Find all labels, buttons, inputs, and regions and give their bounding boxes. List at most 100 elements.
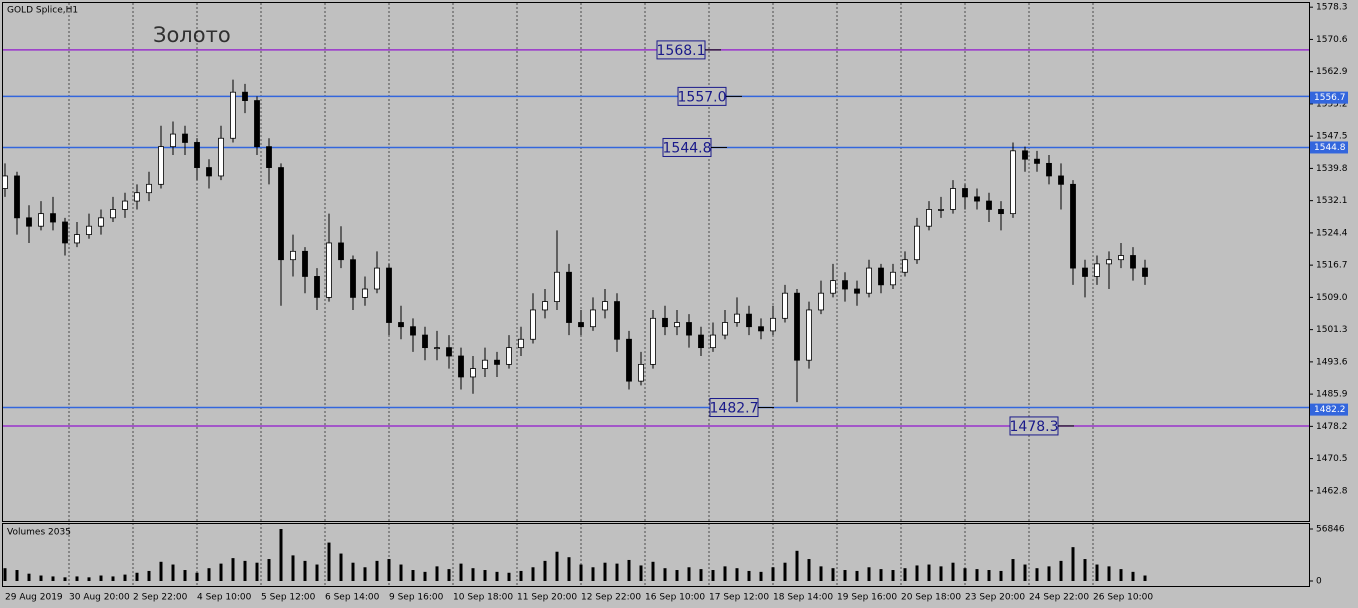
candle-body <box>878 267 884 286</box>
candle-body <box>2 175 8 189</box>
y-tick-label: 1562.9 <box>1316 67 1348 77</box>
x-tick-label: 17 Sep 12:00 <box>709 593 769 603</box>
volume-frame <box>2 523 1310 587</box>
candle-body <box>590 309 596 328</box>
candle-body <box>746 313 752 328</box>
volume-bar <box>411 570 415 581</box>
volume-bar <box>507 572 511 581</box>
candle-body <box>902 259 908 273</box>
x-tick-label: 5 Sep 12:00 <box>261 593 316 603</box>
axis-marker <box>1310 91 1348 104</box>
axis-marker <box>1310 141 1348 154</box>
candle-body <box>206 167 212 177</box>
volume-bar <box>819 566 823 581</box>
volume-bar <box>1023 564 1027 581</box>
volume-bar <box>363 567 367 581</box>
x-tick-label: 10 Sep 18:00 <box>453 593 513 603</box>
volume-bar <box>843 570 847 581</box>
volume-bar <box>447 569 451 581</box>
candle-body <box>38 213 44 227</box>
candle-body <box>866 267 872 294</box>
candle-body <box>986 200 992 210</box>
candle-body <box>374 267 380 290</box>
candle-body <box>86 225 92 235</box>
volume-bar <box>39 575 43 581</box>
candle-body <box>1082 267 1088 277</box>
volume-bar <box>171 564 175 581</box>
axis-marker-label: 1544.8 <box>1314 143 1346 153</box>
volume-bar <box>195 572 199 581</box>
candle-body <box>962 188 968 198</box>
volume-bar <box>939 566 943 581</box>
volume-bar <box>483 570 487 581</box>
candle-body <box>278 167 284 261</box>
volume-bar <box>219 563 223 581</box>
y-tick-label: 1485.9 <box>1316 390 1348 400</box>
x-tick-label: 29 Aug 2019 <box>5 593 63 603</box>
volume-bar <box>327 542 331 581</box>
volume-bar <box>99 575 103 581</box>
volume-bar <box>723 566 727 581</box>
y-tick-label: 1501.3 <box>1316 325 1348 335</box>
volume-bar <box>771 567 775 581</box>
volume-bar <box>651 561 655 581</box>
volume-bar <box>963 568 967 581</box>
x-tick-label: 9 Sep 16:00 <box>389 593 444 603</box>
candle-body <box>314 276 320 298</box>
volume-bar <box>579 564 583 581</box>
candle-body <box>542 301 548 311</box>
volume-bar <box>891 570 895 581</box>
volume-bar <box>135 572 139 581</box>
volume-bar <box>783 562 787 581</box>
volume-bar <box>255 562 259 581</box>
volume-bar <box>735 568 739 581</box>
candle-body <box>530 309 536 340</box>
candle-body <box>506 347 512 365</box>
x-tick-label: 11 Sep 20:00 <box>517 593 577 603</box>
volume-bar <box>975 569 979 581</box>
volume-bar <box>15 570 19 581</box>
y-tick-label: 1509.0 <box>1316 293 1348 303</box>
y-tick-label: 1578.3 <box>1316 3 1348 13</box>
volume-bar <box>915 565 919 581</box>
x-tick-label: 4 Sep 10:00 <box>197 593 252 603</box>
x-tick-label: 26 Sep 10:00 <box>1093 593 1153 603</box>
candle-body <box>722 322 728 336</box>
candle-body <box>1106 259 1112 265</box>
y-tick-label: 1478.2 <box>1316 422 1348 432</box>
volume-bar <box>1011 559 1015 581</box>
volume-bar <box>987 570 991 581</box>
axis-marker-label: 1482.2 <box>1314 405 1346 415</box>
candle-body <box>110 209 116 219</box>
candle-body <box>218 137 224 177</box>
volume-bar <box>243 560 247 581</box>
x-tick-label: 19 Sep 16:00 <box>837 593 897 603</box>
candle-body <box>242 91 248 101</box>
candle-body <box>14 175 20 219</box>
volume-bar <box>183 570 187 581</box>
x-tick-label: 20 Sep 18:00 <box>901 593 961 603</box>
candle-body <box>362 288 368 298</box>
volume-bar <box>111 576 115 581</box>
candle-body <box>326 242 332 298</box>
candle-body <box>494 359 500 365</box>
volume-bar <box>27 573 31 581</box>
volume-bar <box>519 570 523 581</box>
candle-body <box>1022 150 1028 160</box>
volume-bar <box>903 568 907 581</box>
candle-body <box>926 209 932 227</box>
volume-bar <box>699 569 703 581</box>
candle-body <box>1118 255 1124 261</box>
candle-body <box>650 317 656 365</box>
x-tick-label: 23 Sep 20:00 <box>965 593 1025 603</box>
volume-bar <box>879 569 883 581</box>
candle-body <box>794 292 800 361</box>
volume-bar <box>303 560 307 581</box>
volume-bar <box>339 553 343 581</box>
level-label: 1568.1 <box>657 43 706 59</box>
y-tick-label: 1532.1 <box>1316 196 1348 206</box>
y-tick-label: 1470.5 <box>1316 454 1348 464</box>
candle-body <box>398 322 404 328</box>
volume-bar <box>315 564 319 581</box>
candle-body <box>434 347 440 350</box>
